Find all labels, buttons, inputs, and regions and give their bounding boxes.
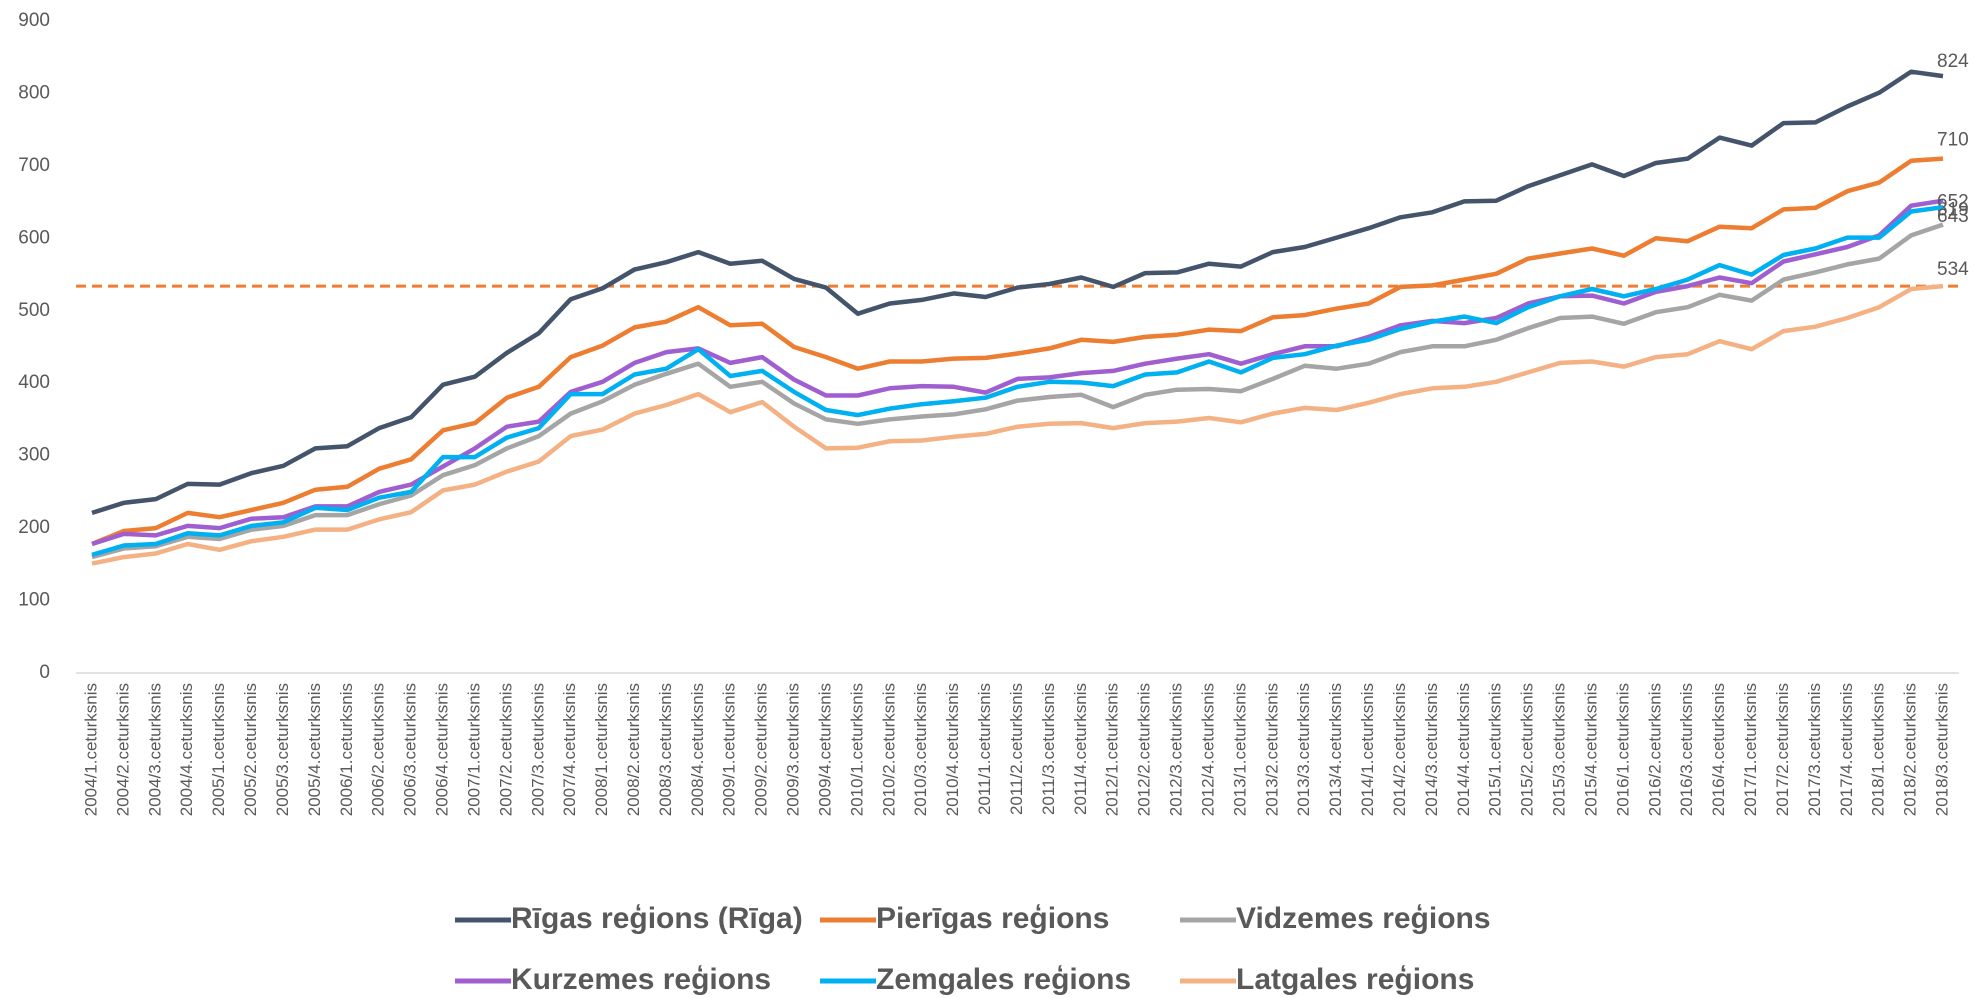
end-value-label: 643 bbox=[1937, 206, 1969, 227]
y-tick-label: 700 bbox=[18, 155, 50, 176]
x-tick-label: 2015/2.ceturksnis bbox=[1518, 683, 1537, 816]
x-tick-label: 2008/1.ceturksnis bbox=[592, 683, 611, 816]
x-tick-label: 2013/4.ceturksnis bbox=[1326, 683, 1345, 816]
x-tick-label: 2005/2.ceturksnis bbox=[241, 683, 260, 816]
x-tick-label: 2007/4.ceturksnis bbox=[560, 683, 579, 816]
end-value-label: 710 bbox=[1937, 130, 1969, 151]
x-tick-label: 2008/3.ceturksnis bbox=[656, 683, 675, 816]
x-tick-label: 2010/3.ceturksnis bbox=[911, 683, 930, 816]
x-tick-label: 2017/4.ceturksnis bbox=[1837, 683, 1856, 816]
x-tick-label: 2014/3.ceturksnis bbox=[1422, 683, 1441, 816]
end-value-label: 619 bbox=[1937, 200, 1969, 221]
x-tick-label: 2016/3.ceturksnis bbox=[1677, 683, 1696, 816]
x-tick-label: 2010/1.ceturksnis bbox=[847, 683, 866, 816]
x-tick-label: 2005/3.ceturksnis bbox=[273, 683, 292, 816]
x-tick-label: 2009/1.ceturksnis bbox=[720, 683, 739, 816]
y-tick-label: 300 bbox=[18, 445, 50, 466]
legend-label: Vidzemes reģions bbox=[1236, 902, 1491, 935]
x-tick-label: 2015/3.ceturksnis bbox=[1550, 683, 1569, 816]
x-tick-label: 2008/4.ceturksnis bbox=[688, 683, 707, 816]
x-tick-label: 2012/2.ceturksnis bbox=[1135, 683, 1154, 816]
series-line bbox=[91, 283, 1944, 566]
end-value-label: 534 bbox=[1937, 259, 1969, 280]
y-tick-label: 0 bbox=[39, 662, 50, 683]
x-tick-label: 2011/4.ceturksnis bbox=[1071, 683, 1090, 815]
x-tick-label: 2012/1.ceturksnis bbox=[1103, 683, 1122, 816]
x-tick-label: 2016/4.ceturksnis bbox=[1709, 683, 1728, 816]
x-tick-label: 2004/1.ceturksnis bbox=[81, 683, 100, 816]
x-tick-label: 2015/4.ceturksnis bbox=[1581, 683, 1600, 816]
series-line bbox=[91, 198, 1944, 547]
x-tick-label: 2006/4.ceturksnis bbox=[433, 683, 452, 816]
x-tick-label: 2009/2.ceturksnis bbox=[752, 683, 771, 816]
series-line bbox=[91, 69, 1944, 516]
x-tick-label: 2007/3.ceturksnis bbox=[528, 683, 547, 816]
x-tick-label: 2013/3.ceturksnis bbox=[1294, 683, 1313, 816]
x-tick-label: 2008/2.ceturksnis bbox=[624, 683, 643, 816]
x-tick-label: 2014/4.ceturksnis bbox=[1454, 683, 1473, 816]
y-tick-label: 400 bbox=[18, 372, 50, 393]
x-tick-label: 2017/2.ceturksnis bbox=[1773, 683, 1792, 816]
x-tick-label: 2004/4.ceturksnis bbox=[177, 683, 196, 816]
end-value-label: 652 bbox=[1937, 192, 1969, 213]
legend-label: Kurzemes reģions bbox=[511, 963, 771, 996]
x-tick-label: 2005/1.ceturksnis bbox=[209, 683, 228, 816]
x-tick-label: 2017/1.ceturksnis bbox=[1741, 683, 1760, 816]
x-tick-label: 2006/3.ceturksnis bbox=[401, 683, 420, 816]
x-tick-label: 2005/4.ceturksnis bbox=[305, 683, 324, 816]
x-tick-label: 2013/2.ceturksnis bbox=[1262, 683, 1281, 816]
legend-label: Rīgas reģions (Rīga) bbox=[511, 902, 803, 935]
x-tick-label: 2006/2.ceturksnis bbox=[369, 683, 388, 816]
x-tick-label: 2016/1.ceturksnis bbox=[1613, 683, 1632, 816]
x-tick-label: 2009/3.ceturksnis bbox=[784, 683, 803, 816]
x-tick-label: 2010/4.ceturksnis bbox=[943, 683, 962, 816]
x-tick-label: 2009/4.ceturksnis bbox=[815, 683, 834, 816]
y-tick-label: 100 bbox=[18, 590, 50, 611]
x-tick-label: 2006/1.ceturksnis bbox=[337, 683, 356, 816]
x-tick-label: 2010/2.ceturksnis bbox=[879, 683, 898, 816]
y-tick-label: 900 bbox=[18, 10, 50, 31]
x-tick-label: 2013/1.ceturksnis bbox=[1230, 683, 1249, 816]
x-tick-label: 2018/1.ceturksnis bbox=[1869, 683, 1888, 816]
x-tick-label: 2018/2.ceturksnis bbox=[1901, 683, 1920, 816]
x-tick-label: 2017/3.ceturksnis bbox=[1805, 683, 1824, 816]
x-tick-label: 2016/2.ceturksnis bbox=[1645, 683, 1664, 816]
x-tick-label: 2018/3.ceturksnis bbox=[1933, 683, 1952, 816]
x-tick-label: 2014/2.ceturksnis bbox=[1390, 683, 1409, 816]
y-tick-label: 800 bbox=[18, 82, 50, 103]
end-value-label: 824 bbox=[1937, 51, 1969, 72]
x-tick-label: 2007/1.ceturksnis bbox=[464, 683, 483, 816]
x-tick-label: 2004/3.ceturksnis bbox=[145, 683, 164, 816]
x-tick-label: 2012/4.ceturksnis bbox=[1198, 683, 1217, 816]
x-tick-label: 2015/1.ceturksnis bbox=[1486, 683, 1505, 816]
x-tick-label: 2004/2.ceturksnis bbox=[113, 683, 132, 816]
x-tick-label: 2012/3.ceturksnis bbox=[1167, 683, 1186, 816]
series-line bbox=[91, 204, 1944, 558]
legend-label: Zemgales reģions bbox=[876, 963, 1131, 996]
y-tick-label: 200 bbox=[18, 517, 50, 538]
x-tick-label: 2011/1.ceturksnis bbox=[975, 683, 994, 815]
y-tick-label: 600 bbox=[18, 227, 50, 248]
series-line bbox=[91, 156, 1944, 547]
x-tick-label: 2007/2.ceturksnis bbox=[496, 683, 515, 816]
x-tick-label: 2011/3.ceturksnis bbox=[1039, 683, 1058, 815]
x-tick-label: 2014/1.ceturksnis bbox=[1358, 683, 1377, 816]
legend-label: Latgales reģions bbox=[1236, 963, 1474, 996]
legend-label: Pierīgas reģions bbox=[876, 902, 1109, 935]
series-line bbox=[91, 222, 1944, 560]
y-tick-label: 500 bbox=[18, 300, 50, 321]
x-tick-label: 2011/2.ceturksnis bbox=[1007, 683, 1026, 815]
